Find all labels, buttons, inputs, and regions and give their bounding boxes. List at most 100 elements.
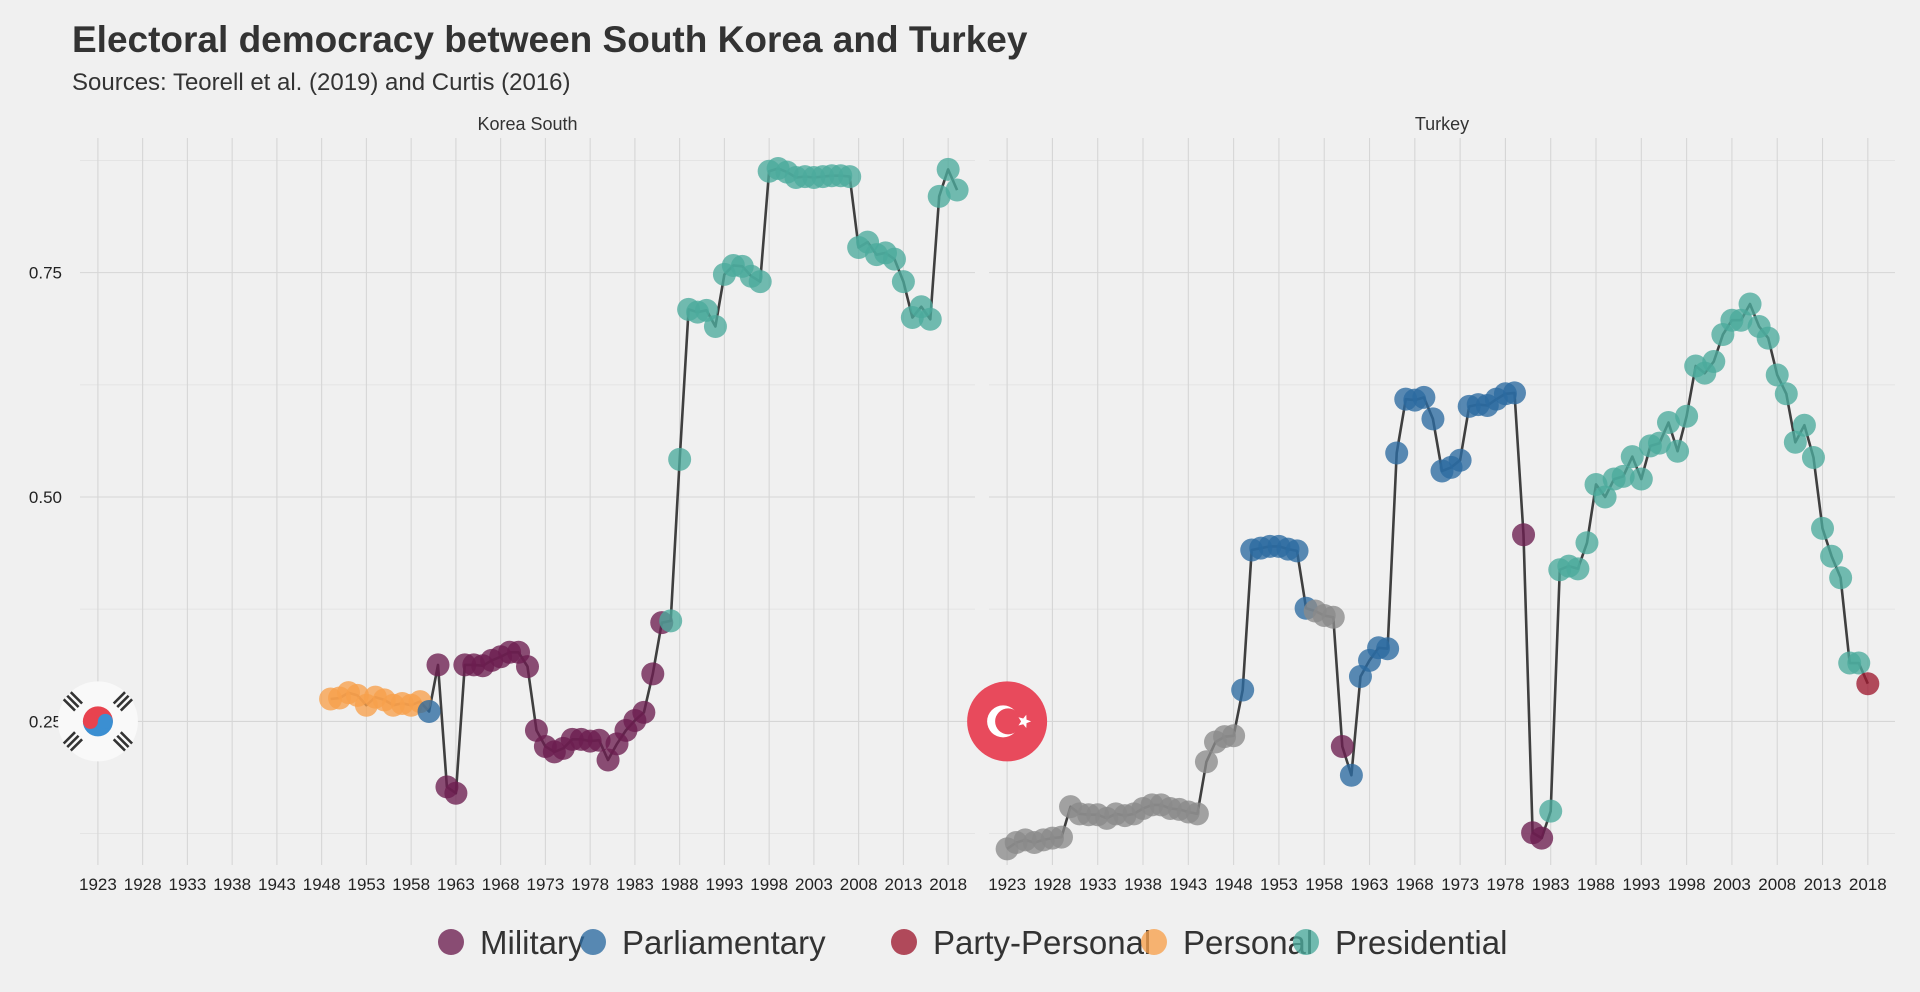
data-point [1566,557,1590,581]
x-tick-label: 1998 [750,875,788,894]
x-tick-label: 1993 [1622,875,1660,894]
chart-subtitle: Sources: Teorell et al. (2019) and Curti… [72,69,570,96]
data-point [1421,407,1445,431]
data-point [1792,413,1816,437]
data-point [1647,431,1671,455]
y-tick-label: 0.25 [29,712,62,731]
data-point [1222,724,1246,748]
data-point [1756,326,1780,350]
data-point [587,728,611,752]
data-point [945,178,969,202]
data-point [1765,363,1789,387]
x-tick-label: 1953 [1260,875,1298,894]
x-tick-label: 1973 [526,875,564,894]
data-point [1185,802,1209,826]
x-tick-label: 1948 [1215,875,1253,894]
legend-label: Party-Personal [933,924,1151,961]
data-point [1783,430,1807,454]
data-point [1512,523,1536,547]
data-point [703,314,727,338]
data-point [1539,799,1563,823]
x-tick-label: 1983 [616,875,654,894]
data-point [426,653,450,677]
legend-label: Parliamentary [622,924,826,961]
legend-label: Military [480,924,585,961]
data-point [1629,467,1653,491]
legend-swatch [438,929,464,955]
legend-item-personal: Personal [1141,924,1313,961]
x-tick-label: 1928 [124,875,162,894]
data-point [891,270,915,294]
chart-title: Electoral democracy between South Korea … [72,19,1028,60]
x-tick-label: 1968 [1396,875,1434,894]
x-tick-label: 1958 [392,875,430,894]
legend-item-presidential: Presidential [1293,924,1507,961]
data-point [936,157,960,181]
data-point [882,247,906,271]
panel-strip-label: Turkey [1415,114,1469,134]
x-tick-label: 1943 [1169,875,1207,894]
data-point [748,270,772,294]
legend-swatch [580,929,606,955]
y-tick-label: 0.75 [29,264,62,283]
legend-label: Presidential [1335,924,1507,961]
x-tick-label: 1933 [168,875,206,894]
x-tick-label: 1928 [1034,875,1072,894]
x-tick-label: 1993 [705,875,743,894]
chart-panels: 0.25 0.50 0.75 Korea South 1923 1928 1933 1938 1… [29,114,1895,894]
legend-swatch [1141,929,1167,955]
data-point [632,700,656,724]
korea-flag [57,681,138,762]
data-point [1194,750,1218,774]
data-point [838,165,862,189]
x-tick-label: 1973 [1441,875,1479,894]
x-tick-label: 2008 [1758,875,1796,894]
x-tick-label: 1938 [1124,875,1162,894]
data-point [1829,566,1853,590]
data-point [1502,381,1526,405]
data-point [1530,826,1554,850]
legend-swatch [891,929,917,955]
x-tick-label: 2013 [1804,875,1842,894]
data-point [1285,539,1309,563]
x-tick-label: 1963 [437,875,475,894]
x-tick-label: 1988 [661,875,699,894]
data-point [1675,404,1699,428]
data-point [641,662,665,686]
x-tick-label: 1943 [258,875,296,894]
data-point [1620,445,1644,469]
x-tick-label: 2018 [1849,875,1887,894]
data-point [1385,441,1409,465]
data-point [1330,735,1354,759]
x-tick-label: 1988 [1577,875,1615,894]
data-point [444,781,468,805]
data-point [1847,651,1871,675]
x-tick-label: 1923 [79,875,117,894]
legend-item-party-personal: Party-Personal [891,924,1151,961]
data-point [1702,349,1726,373]
x-tick-label: 1983 [1532,875,1570,894]
data-point [1593,485,1617,509]
y-tick-label: 0.50 [29,488,62,507]
series-line [1006,302,1869,850]
data-point [1738,292,1762,316]
data-point [1611,464,1635,488]
data-point [417,700,441,724]
chart-legend: Military Parliamentary Party-Personal Perso… [438,924,1507,961]
data-point [659,609,683,633]
x-tick-label: 1998 [1668,875,1706,894]
x-tick-label: 2003 [1713,875,1751,894]
legend-swatch [1293,929,1319,955]
data-point [668,447,692,471]
data-point [927,184,951,208]
data-point [1321,605,1345,629]
data-point [1801,446,1825,470]
data-point [1231,678,1255,702]
data-point [1376,637,1400,661]
legend-item-parliamentary: Parliamentary [580,924,826,961]
data-point [1412,385,1436,409]
x-tick-label: 2018 [929,875,967,894]
data-point [1666,439,1690,463]
